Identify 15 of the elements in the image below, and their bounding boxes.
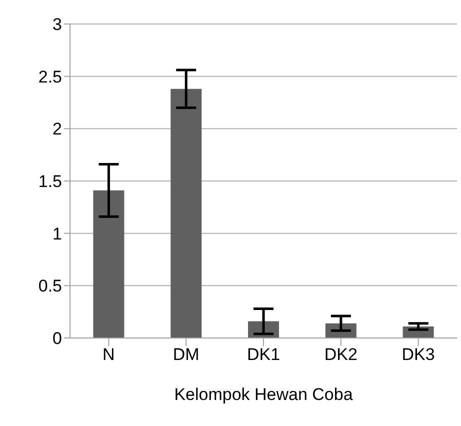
x-tick-label: N xyxy=(102,345,115,364)
y-tick-label: 3 xyxy=(52,15,62,34)
y-tick-label: 2.5 xyxy=(38,67,62,86)
y-tick-label: 0.5 xyxy=(38,276,62,296)
x-tick-label: DK3 xyxy=(402,345,435,364)
y-tick-label: 2 xyxy=(52,120,62,139)
bar xyxy=(93,190,124,338)
x-tick-label: DK1 xyxy=(246,345,280,364)
y-tick-label: 0 xyxy=(52,329,62,348)
x-tick-label: DM xyxy=(172,345,200,364)
y-tick-label: 1.5 xyxy=(38,172,62,192)
x-tick-label: DK2 xyxy=(324,345,358,364)
bar xyxy=(170,88,202,338)
x-axis-title: Kelompok Hewan Coba xyxy=(174,385,354,404)
y-tick-label: 1 xyxy=(52,224,62,244)
